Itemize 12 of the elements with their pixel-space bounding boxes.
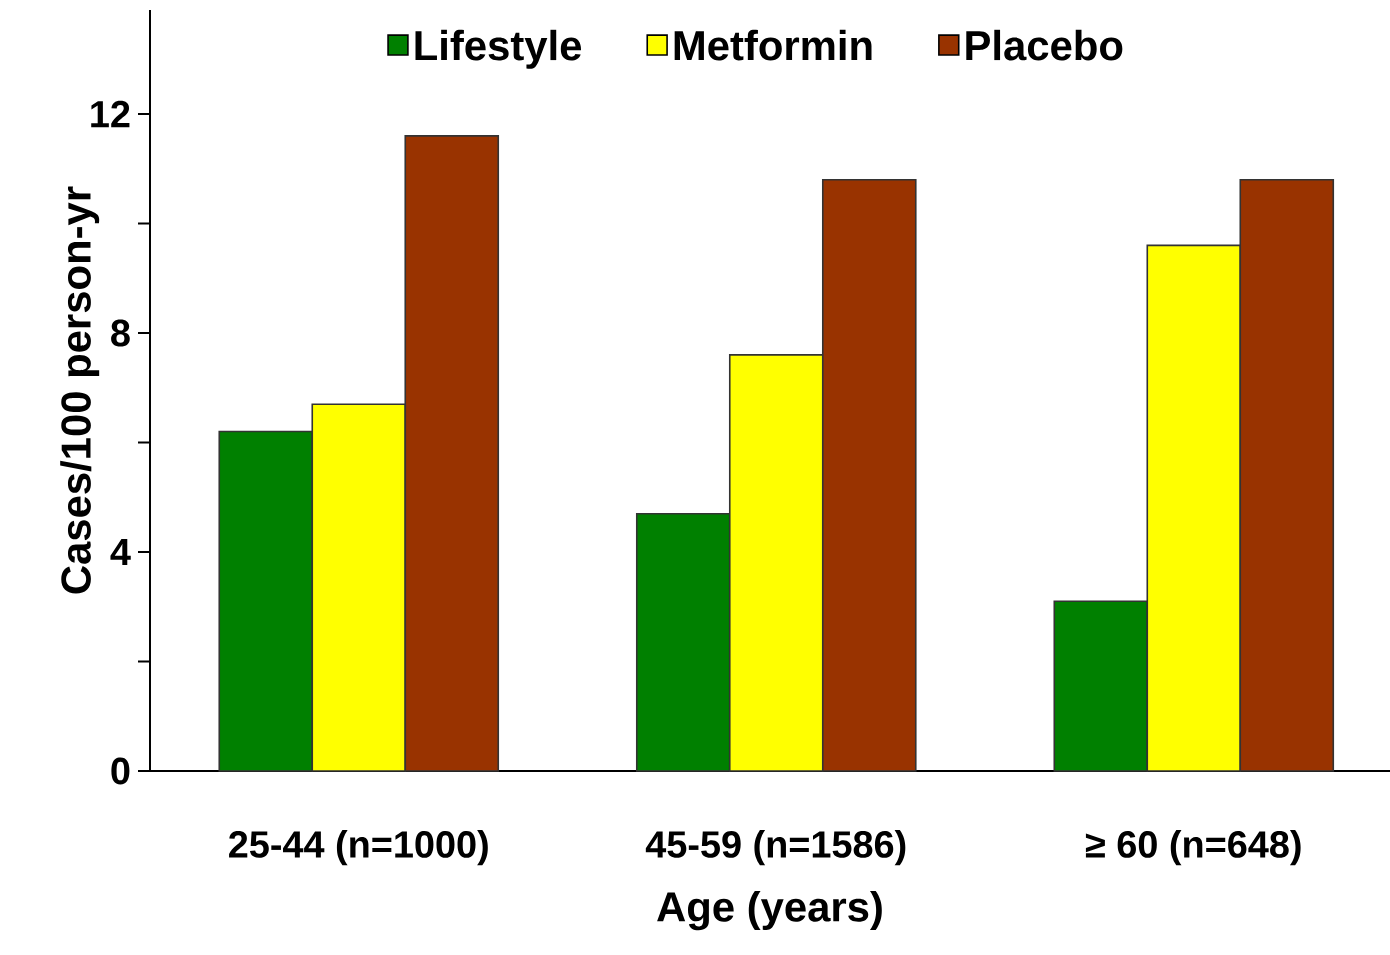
y-tick-label: 4 (110, 539, 131, 566)
y-tick-label: 8 (111, 319, 130, 347)
x-tick-label: 45-59 (n=1586) (645, 830, 906, 866)
x-tick-label: 25-44 (n=1000) (229, 830, 488, 866)
y-axis-title: Cases/100 person-yr (60, 186, 100, 594)
y-tick-label: 12 (91, 100, 130, 128)
x-axis-title: Age (years) (657, 891, 882, 931)
x-tick-label: ≥ 60 (n=648) (1085, 830, 1301, 866)
y-tick-label: 0 (111, 757, 130, 785)
legend-label: Lifestyle (415, 29, 582, 69)
legend-label: Metformin (674, 29, 872, 61)
legend-label: Placebo (966, 29, 1123, 61)
